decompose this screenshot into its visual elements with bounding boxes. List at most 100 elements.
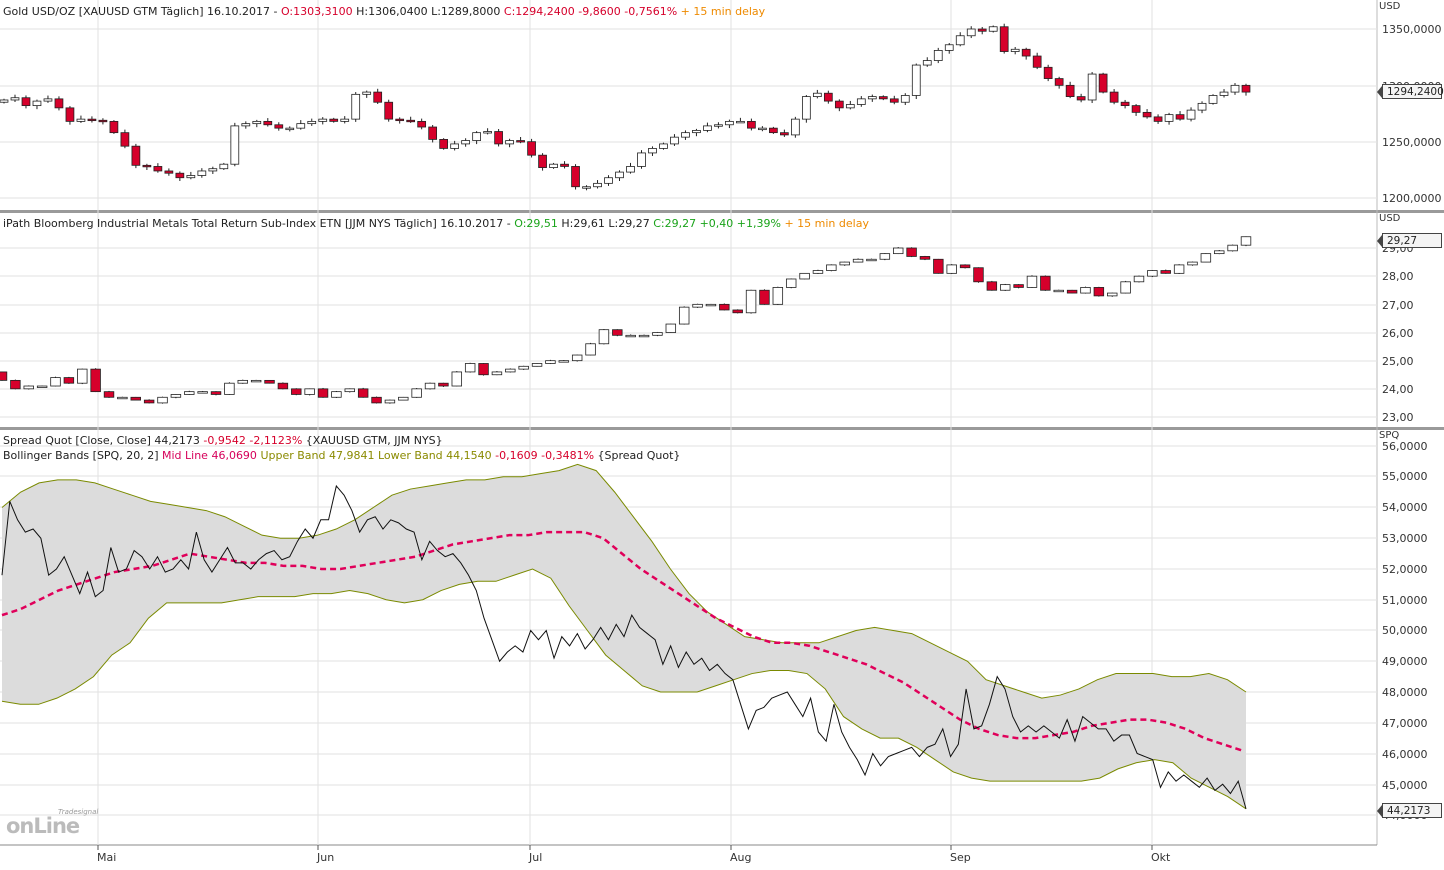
gold-candle [736,120,745,124]
jjm-candle [184,391,195,395]
jjm-candle [812,270,824,274]
jjm-candle [224,382,235,395]
jjm-candle [986,281,998,291]
price-tick-label: 1350,0000 [1382,23,1442,36]
gold-candle [780,132,789,136]
gold-candle [626,166,635,173]
gold-candle [109,120,119,134]
jjm-candle [398,396,409,401]
gold-candle [472,132,481,141]
gold-candle [1120,101,1130,107]
jjm-candle [571,354,583,362]
gold-candle [856,98,866,105]
bollinger-source: {Spread Quot} [597,449,681,462]
gold-candle [845,104,855,109]
gold-candle [538,154,547,168]
price-tick-label: 1200,0000 [1382,192,1442,205]
jjm-candle [1147,270,1158,277]
jjm-candle [759,289,770,305]
gold-candle [439,139,449,149]
gold-candle [329,118,339,122]
gold-candle [615,171,624,179]
panel2-delay: 15 min delay [797,217,869,230]
gold-candle [648,148,657,154]
gold-candle [87,118,97,122]
gold-candle [208,168,218,172]
gold-candle [812,92,822,98]
price-tick-label: 51,0000 [1382,594,1428,607]
jjm-candle [1040,275,1051,291]
gold-candle [296,123,306,129]
gold-candle [1087,73,1097,101]
gold-candle [769,127,778,134]
gold-candle [1131,105,1141,113]
gold-candle [1153,116,1163,122]
jjm-candle [170,394,182,398]
panel1-delay: 15 min delay [693,5,766,18]
bollinger-mid: Mid Line 46,0690 [162,449,257,462]
jjm-candle [77,368,88,384]
gold-candle [823,92,833,102]
month-label-jun: Jun [317,851,335,864]
jjm-candle [23,385,34,390]
gold-candle [120,132,130,147]
jjm-candle [959,264,971,269]
gold-candle [1054,78,1064,86]
gold-candle [142,164,152,168]
gold-candle [604,177,613,184]
gold-candle [637,152,646,167]
gold-candle [406,119,416,123]
jjm-candle [531,363,543,367]
jjm-candle [143,399,155,404]
jjm-candle [0,371,8,381]
panel2-open: O:29,51 [514,217,558,230]
gold-candle [1175,114,1185,120]
gold-candle [131,145,141,166]
gold-candle [1208,95,1218,104]
gold-candle [1197,102,1207,111]
spread-value: 44,2173 [154,434,200,447]
gold-candle [186,175,196,179]
price-tick-label: 46,0000 [1382,748,1428,761]
jjm-candle [692,303,703,308]
jjm-candle [438,382,449,387]
price-tick-label: 26,00 [1382,327,1414,340]
gold-candle [307,120,317,125]
month-label-okt: Okt [1151,851,1171,864]
jjm-candle [291,388,302,395]
gold-candle [1076,96,1086,101]
gold-candle [900,95,910,103]
price-tag-pointer [1377,86,1382,98]
gold-candle [54,98,64,109]
price-tick-label: 48,0000 [1382,686,1428,699]
jjm-candle [103,391,115,398]
gold-candle [21,97,31,107]
panel2-high-low: H:29,61 L:29,27 [561,217,650,230]
price-tag-pointer [1377,805,1382,817]
jjm-candle [1133,275,1145,283]
jjm-candle [36,385,48,388]
jjm-candle [491,371,503,376]
logo-small-text: Tradesignal [58,808,99,816]
logo-big-text: onLine [6,814,80,838]
spread-source: {XAUUSD GTM, JJM NYS} [305,434,443,447]
gold-candle [362,91,372,95]
spread-change: -0,9542 -2,1123% [203,434,303,447]
jjm-candle [705,303,717,307]
price-tick-label: 28,00 [1382,270,1414,283]
gold-candle [1219,91,1229,96]
price-tick-label: 55,0000 [1382,470,1428,483]
jjm-candle [1066,289,1078,294]
gold-candle [274,124,284,129]
jjm-candle [130,396,141,401]
jjm-candle [264,379,275,384]
month-label-sep: Sep [950,851,971,864]
gold-candle [197,170,207,176]
jjm-candle [1187,261,1198,266]
gold-candle [76,118,86,122]
jjm-candle [625,334,636,338]
jjm-candle [772,287,784,305]
gold-candle [889,98,899,103]
jjm-candle [344,388,356,393]
gold-candle [252,120,262,125]
